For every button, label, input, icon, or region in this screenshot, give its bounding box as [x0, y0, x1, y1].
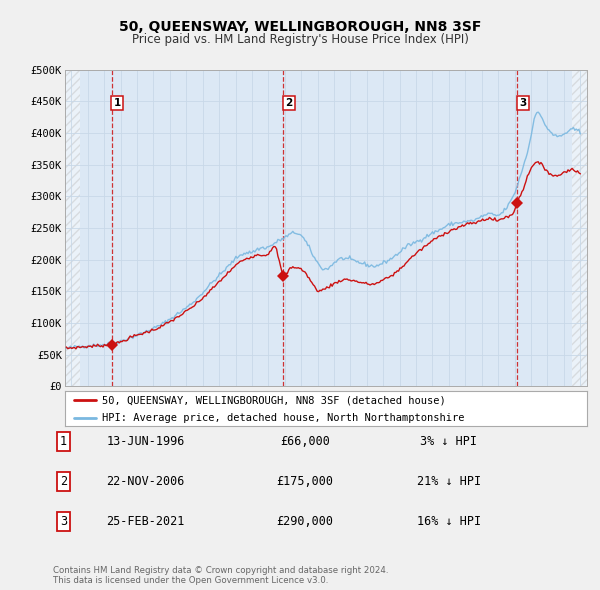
Text: 50, QUEENSWAY, WELLINGBOROUGH, NN8 3SF (detached house): 50, QUEENSWAY, WELLINGBOROUGH, NN8 3SF (… [103, 395, 446, 405]
Bar [65, 70, 80, 386]
Text: 1: 1 [113, 98, 121, 108]
Text: HPI: Average price, detached house, North Northamptonshire: HPI: Average price, detached house, Nort… [103, 413, 465, 423]
Text: £290,000: £290,000 [277, 515, 334, 528]
Text: 16% ↓ HPI: 16% ↓ HPI [417, 515, 481, 528]
Text: 3% ↓ HPI: 3% ↓ HPI [420, 435, 478, 448]
Text: 25-FEB-2021: 25-FEB-2021 [107, 515, 185, 528]
Text: £66,000: £66,000 [280, 435, 330, 448]
Text: 13-JUN-1996: 13-JUN-1996 [107, 435, 185, 448]
Text: Contains HM Land Registry data © Crown copyright and database right 2024.
This d: Contains HM Land Registry data © Crown c… [53, 566, 388, 585]
Text: 2: 2 [60, 475, 67, 488]
Text: 3: 3 [519, 98, 526, 108]
Text: 3: 3 [60, 515, 67, 528]
Text: 50, QUEENSWAY, WELLINGBOROUGH, NN8 3SF: 50, QUEENSWAY, WELLINGBOROUGH, NN8 3SF [119, 20, 481, 34]
Text: 1: 1 [60, 435, 67, 448]
Text: Price paid vs. HM Land Registry's House Price Index (HPI): Price paid vs. HM Land Registry's House … [131, 33, 469, 46]
Text: 21% ↓ HPI: 21% ↓ HPI [417, 475, 481, 488]
Text: 22-NOV-2006: 22-NOV-2006 [107, 475, 185, 488]
Text: £175,000: £175,000 [277, 475, 334, 488]
Bar [572, 70, 587, 386]
Text: 2: 2 [285, 98, 292, 108]
